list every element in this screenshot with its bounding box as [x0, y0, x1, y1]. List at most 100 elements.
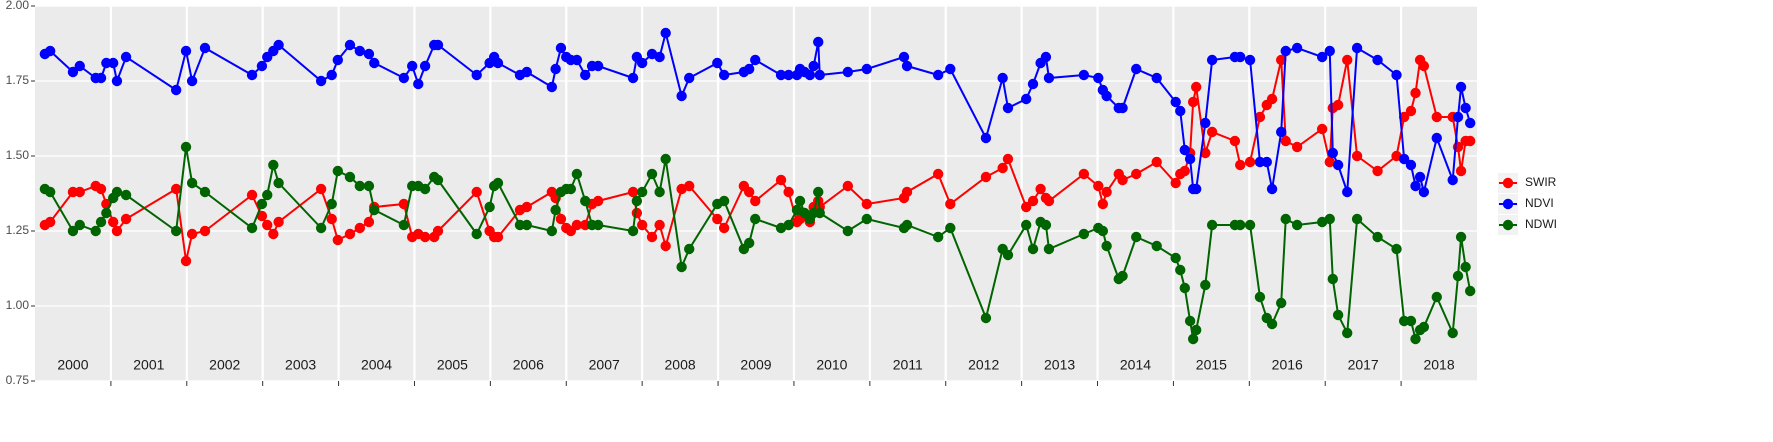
point	[654, 186, 665, 198]
point	[521, 201, 532, 213]
point	[555, 213, 567, 225]
legend-marker	[1502, 219, 1514, 231]
point	[67, 225, 79, 237]
point	[95, 183, 107, 195]
point	[1190, 183, 1202, 195]
point	[521, 219, 532, 231]
point	[1410, 87, 1421, 99]
point	[1447, 327, 1458, 339]
point	[580, 195, 591, 207]
point	[898, 51, 910, 63]
point	[111, 75, 123, 87]
point	[660, 240, 671, 252]
point	[1078, 69, 1090, 81]
point	[398, 219, 410, 231]
point	[1002, 249, 1014, 261]
point	[901, 219, 913, 231]
x-tick-label: 2014	[1120, 357, 1151, 373]
point	[750, 54, 761, 66]
point	[186, 228, 198, 240]
point	[1170, 177, 1181, 189]
legend-marker	[1502, 198, 1514, 210]
point	[571, 54, 583, 66]
point	[718, 195, 730, 207]
point	[44, 45, 56, 57]
y-tick-label: 1.50	[6, 148, 30, 162]
y-tick-label: 2.00	[6, 0, 30, 12]
point	[315, 75, 327, 87]
point	[1131, 63, 1142, 75]
point	[44, 186, 56, 198]
x-tick-label: 2001	[133, 357, 164, 373]
point	[1405, 315, 1417, 327]
point	[44, 216, 56, 228]
point	[814, 207, 825, 219]
point	[344, 39, 356, 51]
point	[945, 222, 956, 234]
x-tick-label: 2013	[1044, 357, 1075, 373]
point	[1332, 309, 1344, 321]
point	[1093, 180, 1104, 192]
point	[1043, 72, 1055, 84]
point	[1244, 54, 1256, 66]
point	[546, 81, 558, 93]
point	[1235, 159, 1246, 171]
point	[199, 225, 211, 237]
point	[120, 51, 132, 63]
point	[980, 312, 992, 324]
point	[432, 39, 444, 51]
point	[654, 219, 665, 231]
point	[1464, 117, 1476, 129]
point	[1275, 297, 1287, 309]
point	[550, 204, 561, 216]
point	[332, 54, 344, 66]
point	[268, 228, 279, 240]
point	[74, 60, 85, 72]
point	[1175, 105, 1186, 117]
point	[1342, 327, 1353, 339]
legend-label: SWIR	[1525, 175, 1557, 189]
point	[273, 216, 284, 228]
point	[684, 180, 695, 192]
point	[1452, 111, 1464, 123]
point	[1316, 123, 1328, 135]
point	[592, 60, 604, 72]
point	[980, 171, 992, 183]
point	[660, 27, 671, 39]
point	[1291, 42, 1303, 54]
point	[1151, 72, 1162, 84]
point	[1040, 51, 1052, 63]
point	[794, 195, 806, 207]
point	[1332, 99, 1344, 111]
point	[1002, 153, 1014, 165]
x-tick-label: 2018	[1423, 357, 1454, 373]
point	[1027, 243, 1039, 255]
point	[1179, 144, 1191, 156]
point	[1101, 90, 1112, 102]
point	[256, 60, 268, 72]
point	[344, 228, 356, 240]
point	[432, 174, 444, 186]
point	[1460, 102, 1471, 114]
point	[95, 216, 107, 228]
point	[631, 207, 643, 219]
point	[268, 159, 279, 171]
point	[471, 186, 482, 198]
point	[861, 63, 873, 75]
point	[814, 69, 825, 81]
point	[783, 219, 794, 231]
point	[750, 195, 761, 207]
point	[180, 45, 192, 57]
point	[419, 183, 431, 195]
point	[406, 60, 418, 72]
y-tick-label: 0.75	[6, 373, 30, 387]
plot-panel	[35, 6, 1477, 381]
point	[1020, 201, 1032, 213]
point	[718, 222, 730, 234]
point	[95, 72, 107, 84]
point	[932, 231, 944, 243]
point	[1275, 126, 1287, 138]
point	[1275, 54, 1287, 66]
point	[1342, 54, 1353, 66]
point	[1200, 279, 1211, 291]
